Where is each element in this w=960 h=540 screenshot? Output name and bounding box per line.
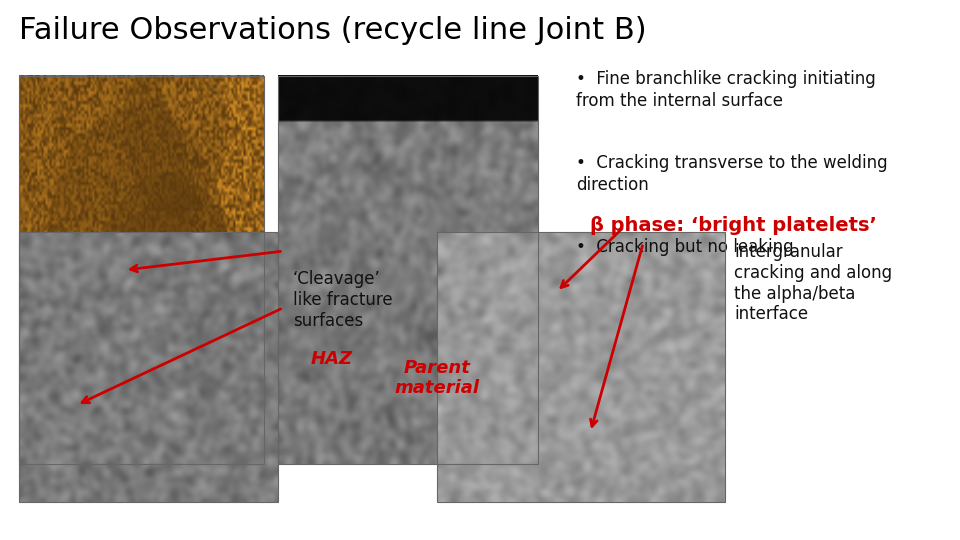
Bar <box>278 76 538 464</box>
Text: •  Fine branchlike cracking initiating
from the internal surface: • Fine branchlike cracking initiating fr… <box>576 70 876 110</box>
Text: intergranular
cracking and along
the alpha/beta
interface: intergranular cracking and along the alp… <box>734 243 893 323</box>
Bar <box>19 232 278 502</box>
Text: Parent
material: Parent material <box>395 359 479 397</box>
Text: •  Cracking but no leaking: • Cracking but no leaking <box>576 238 794 255</box>
Text: Failure Observations (recycle line Joint B): Failure Observations (recycle line Joint… <box>19 16 647 45</box>
Bar <box>437 232 725 502</box>
Text: β phase: ‘bright platelets’: β phase: ‘bright platelets’ <box>590 216 877 235</box>
Text: •  Cracking transverse to the welding
direction: • Cracking transverse to the welding dir… <box>576 154 888 194</box>
Text: ‘Cleavage’
like fracture
surfaces: ‘Cleavage’ like fracture surfaces <box>293 270 393 329</box>
Text: HAZ: HAZ <box>310 350 352 368</box>
Bar <box>19 76 264 464</box>
